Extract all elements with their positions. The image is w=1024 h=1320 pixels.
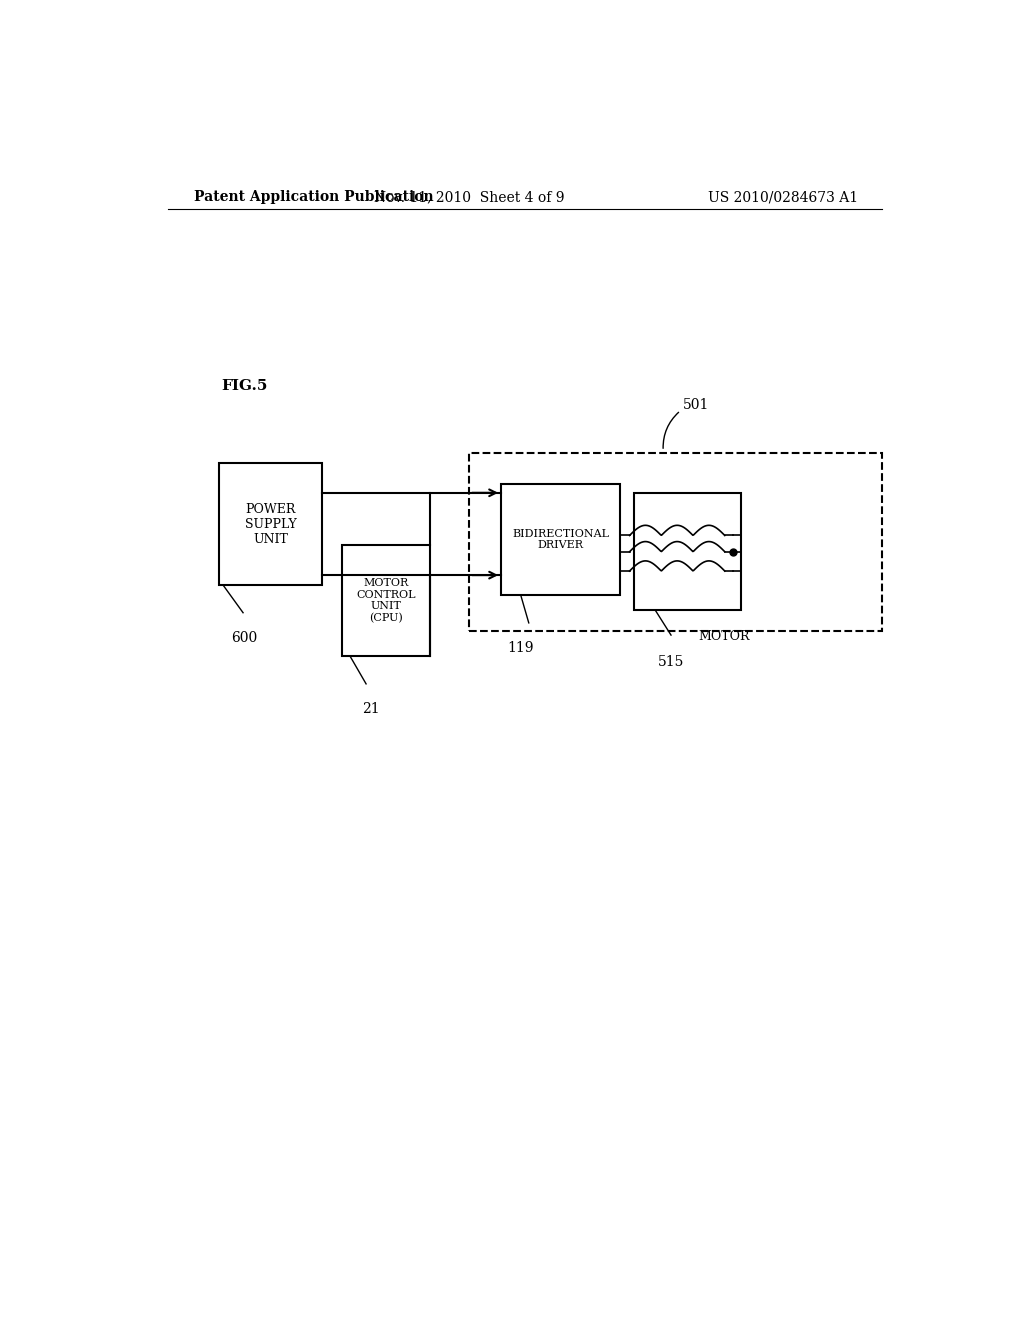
Text: FIG.5: FIG.5 [221, 379, 268, 393]
Text: 501: 501 [683, 399, 710, 412]
Bar [469, 453, 882, 631]
Text: 21: 21 [362, 702, 380, 717]
Text: BIDIRECTIONAL
DRIVER: BIDIRECTIONAL DRIVER [512, 529, 609, 550]
Bar [342, 545, 430, 656]
Text: 600: 600 [231, 631, 257, 645]
Text: POWER
SUPPLY
UNIT: POWER SUPPLY UNIT [245, 503, 297, 545]
Text: 515: 515 [657, 656, 684, 669]
Text: Patent Application Publication: Patent Application Publication [194, 190, 433, 205]
Text: Nov. 11, 2010  Sheet 4 of 9: Nov. 11, 2010 Sheet 4 of 9 [374, 190, 564, 205]
Text: 119: 119 [508, 642, 535, 655]
Text: US 2010/0284673 A1: US 2010/0284673 A1 [708, 190, 858, 205]
Text: MOTOR: MOTOR [698, 630, 751, 643]
Bar [219, 463, 323, 585]
Text: MOTOR
CONTROL
UNIT
(CPU): MOTOR CONTROL UNIT (CPU) [356, 578, 416, 623]
Bar [634, 492, 740, 610]
Bar [501, 483, 620, 595]
